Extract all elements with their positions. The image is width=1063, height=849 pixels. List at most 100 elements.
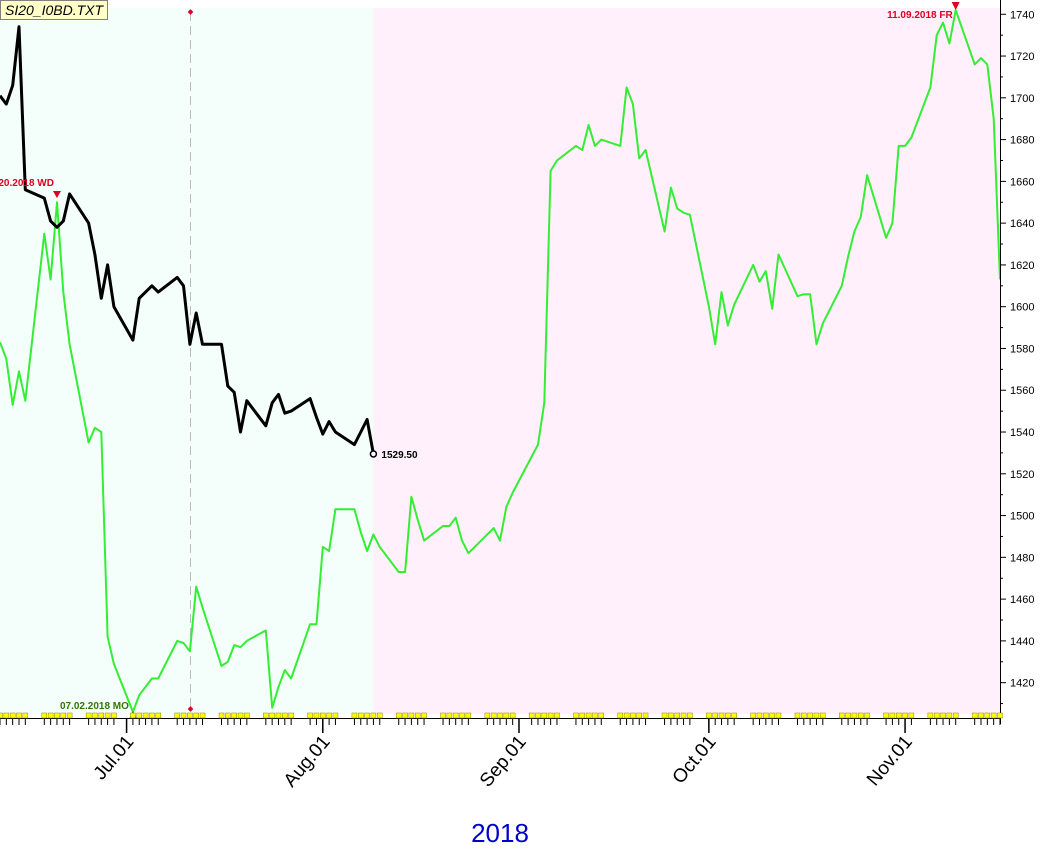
y-tick-label: 1640 [1010,218,1034,230]
trading-day-cell [22,712,29,719]
trading-day-cell [446,712,453,719]
trading-day-cell [623,712,630,719]
trading-day-cell [149,712,155,719]
y-tick-label: 1740 [1010,9,1034,21]
trading-day-cell [579,712,586,719]
y-tick-label: 1720 [1010,51,1034,63]
trading-day-cell [0,712,3,719]
trading-day-cell [104,712,111,719]
trading-day-cell [839,712,845,719]
trading-day-cell [313,712,320,719]
trading-day-cell [244,712,250,719]
trading-day-cell [528,712,535,719]
trading-day-cell [687,712,693,719]
trading-day-cell [630,712,636,719]
trading-day-cell [895,712,902,719]
trading-day-cell [858,712,864,719]
trading-day-cell [92,712,98,719]
trading-day-cell [933,712,940,719]
trading-day-cell [712,712,718,719]
trading-day-cell [414,712,421,719]
trading-day-cell [845,712,851,719]
trading-day-cell [174,712,180,719]
marker-arrow-high [951,2,960,10]
trading-day-cell [807,712,813,719]
x-tick-label: Aug.01 [280,732,335,792]
vertical-marker-bottom [187,706,194,712]
trading-day-cell [187,712,193,719]
trading-day-cell [541,712,548,719]
trading-day-cell [54,712,60,719]
trading-day-cell [395,712,402,719]
trading-day-cell [775,712,782,719]
trading-day-cell [674,712,680,719]
trading-day-cell [66,712,73,719]
trading-day-cell [509,712,516,719]
trading-day-cell [984,712,991,719]
trading-day-cell [661,712,668,719]
trading-day-cell [592,712,598,719]
trading-day-cell [718,712,725,719]
y-tick-label: 1620 [1010,260,1034,272]
x-tick-label: Nov.01 [863,732,917,791]
trading-day-cell [3,712,10,719]
x-axis: Jul.01 Aug.01 Sep.01 Oct.01 Nov.01 [0,712,1003,792]
trading-day-cell [927,712,934,719]
shaded-region-0 [0,8,374,714]
annotation-low: 07.02.2018 MO [60,701,129,712]
trading-day-cell [946,712,953,719]
annotation-low-high-1: 6.20.2018 WD [0,178,54,189]
trading-day-cell [155,712,161,719]
trading-day-cell [465,712,472,719]
trading-day-cell [9,712,16,719]
trading-day-cell [554,712,560,719]
trading-day-cell [585,712,592,719]
trading-day-cell [47,712,54,719]
x-tick-label: Jul.01 [90,732,139,784]
trading-day-cell [263,712,269,719]
trading-day-cell [801,712,807,719]
trading-day-cell [769,712,775,719]
y-tick-label: 1580 [1010,343,1034,355]
trading-day-cell [547,712,554,719]
file-label[interactable]: SI20_I0BD.TXT [0,0,109,20]
annotation-high: 11.09.2018 FR [887,10,953,21]
trading-day-cell [408,712,415,719]
trading-day-cell [282,712,288,719]
trading-day-cell [193,712,199,719]
trading-day-cell [332,712,339,719]
trading-day-cell [978,712,984,719]
trading-day-cell [750,712,756,719]
trading-day-cell [320,712,326,719]
trading-day-cell [130,712,136,719]
trading-day-cell [459,712,465,719]
y-tick-label: 1480 [1010,552,1034,564]
y-tick-label: 1460 [1010,594,1034,606]
trading-day-cell [813,712,820,719]
y-tick-label: 1420 [1010,678,1034,690]
y-tick-label: 1680 [1010,135,1034,147]
trading-day-cell [497,712,503,719]
trading-day-cell [402,712,408,719]
trading-day-cell [490,712,497,719]
trading-day-cell [997,712,1003,719]
trading-day-cell [326,712,332,719]
shaded-region-1 [373,8,1000,714]
trading-day-cell [763,712,769,719]
trading-day-cell [60,712,67,719]
trading-day-cell [617,712,624,719]
trading-day-cell [680,712,687,719]
trading-day-cell [731,712,737,719]
last-value-dot [369,450,378,458]
trading-day-cell [706,712,712,719]
trading-day-cell [940,712,946,719]
trading-day-cell [351,712,358,719]
y-tick-label: 1600 [1010,302,1034,314]
trading-day-cell [85,712,92,719]
trading-day-cell [484,712,491,719]
trading-day-cell [288,712,294,719]
trading-day-cell [421,712,427,719]
y-axis: 1420 1440 1460 1480 1500 1520 1540 1560 1580 1600… [1000,0,1034,724]
trading-day-cell [452,712,459,719]
